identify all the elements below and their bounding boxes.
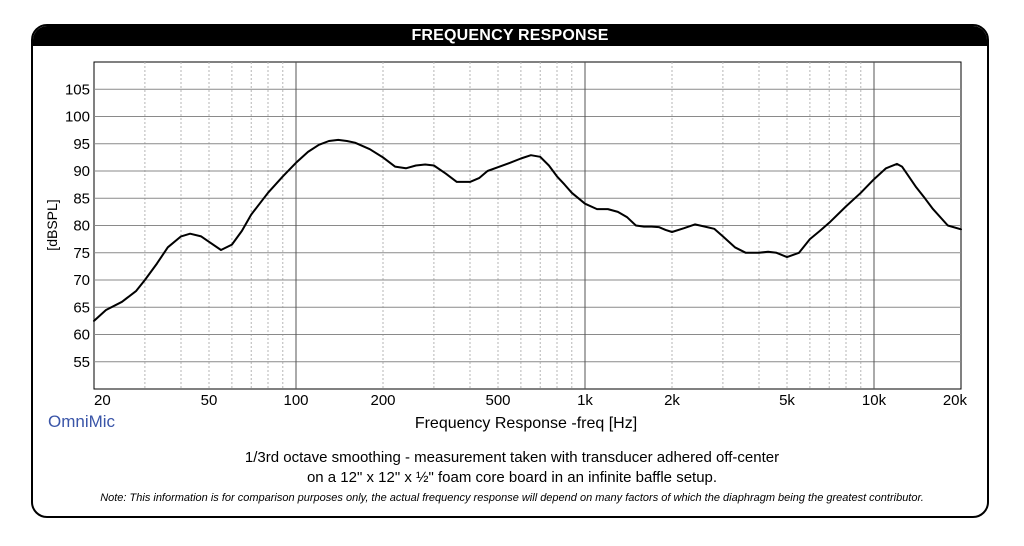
y-tick-label: 75 [73,245,90,262]
x-tick-label: 10k [862,392,887,409]
x-tick-label: 50 [201,392,218,409]
y-tick-label: 85 [73,190,90,207]
x-axis-label: Frequency Response -freq [Hz] [415,415,637,432]
y-tick-labels: 55 60 65 70 75 80 85 90 95 100 105 [65,81,90,371]
grid-horizontal [94,88,961,363]
x-tick-label: 2k [664,392,680,409]
x-tick-label: 20k [943,392,968,409]
y-tick-label: 80 [73,218,90,235]
brand-label: OmniMic [48,412,116,431]
y-tick-label: 65 [73,299,90,316]
y-tick-label: 55 [73,354,90,371]
caption-line-1: 1/3rd octave smoothing - measurement tak… [244,449,780,466]
y-tick-label: 90 [73,163,90,180]
y-tick-label: 60 [73,327,90,344]
title-bar: FREQUENCY RESPONSE [33,26,987,46]
x-tick-label: 1k [577,392,593,409]
x-tick-label: 200 [370,392,395,409]
y-tick-label: 70 [73,272,90,289]
x-tick-label: 100 [283,392,308,409]
x-tick-labels: 20 50 100 200 500 1k 2k 5k 10k 20k [94,392,967,409]
disclaimer-note: Note: This information is for comparison… [100,492,924,504]
x-tick-label: 20 [94,392,111,409]
x-tick-label: 500 [485,392,510,409]
caption-line-2: on a 12" x 12" x ½" foam core board in a… [306,469,718,486]
grid-major [295,62,875,389]
series-line [93,138,962,322]
y-axis-label: [dBSPL] [44,199,60,250]
y-tick-label: 105 [65,81,90,98]
x-tick-label: 5k [779,392,795,409]
y-tick-label: 95 [73,136,90,153]
y-tick-label: 100 [65,109,90,126]
chart-title: FREQUENCY RESPONSE [411,27,609,44]
